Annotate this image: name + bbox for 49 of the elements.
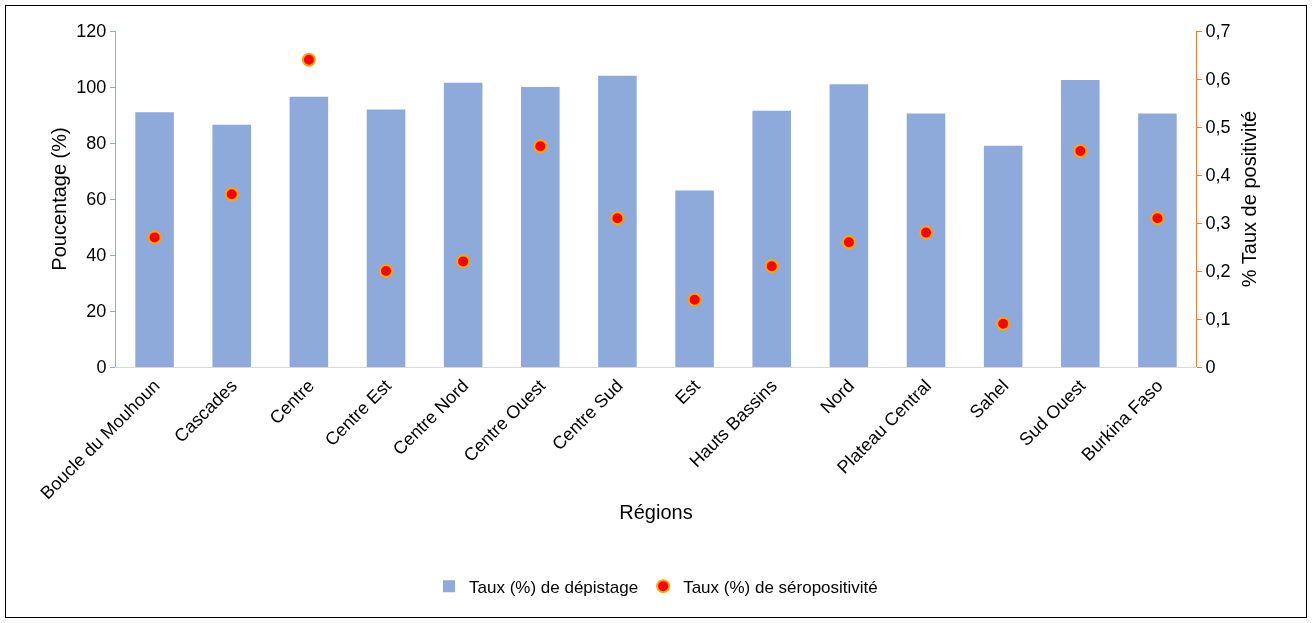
point [1073, 144, 1088, 158]
point [147, 230, 162, 245]
y-tick-label: 80 [86, 133, 107, 154]
y2-tick-label: 0,5 [1205, 117, 1231, 138]
bar [1061, 80, 1100, 367]
y-tick-label: 20 [86, 301, 107, 322]
y2-tick-label: 0,1 [1205, 309, 1231, 330]
x-tick-label: Est [671, 375, 704, 409]
y2-tick-label: 0 [1205, 357, 1216, 378]
bar [829, 84, 869, 367]
bar [752, 110, 791, 367]
y2-tick-label: 0,6 [1205, 69, 1231, 90]
bar [598, 75, 637, 367]
y2-tick-label: 0,3 [1205, 213, 1231, 234]
point [379, 264, 393, 278]
bar [212, 124, 251, 367]
point [533, 139, 548, 154]
x-axis-title: Régions [619, 500, 693, 523]
y-tick-label: 0 [96, 357, 107, 378]
legend-label: Taux (%) de séropositivité [683, 577, 878, 597]
bar [1138, 113, 1177, 367]
y-tick-label: 60 [86, 189, 107, 210]
legend-label: Taux (%) de dépistage [469, 577, 639, 597]
y2-axis-title: % Taux de positivité [1238, 110, 1260, 288]
bar [983, 145, 1023, 367]
point [456, 254, 471, 269]
y2-tick-label: 0,7 [1205, 21, 1231, 42]
y-tick-label: 40 [86, 245, 107, 266]
y-tick-label: 100 [76, 77, 107, 98]
bar [906, 113, 946, 367]
y2-tick-label: 0,4 [1205, 165, 1231, 186]
point [224, 187, 239, 202]
point [1150, 211, 1165, 226]
bar [443, 82, 483, 367]
bar [675, 190, 714, 367]
point [764, 259, 779, 274]
bar [289, 96, 329, 367]
point [610, 211, 625, 226]
point [687, 292, 702, 307]
y-tick-label: 120 [76, 21, 107, 42]
point [996, 316, 1011, 331]
point [301, 52, 316, 67]
bar [521, 87, 560, 367]
bar [366, 109, 406, 367]
y-axis-title: Poucentage (%) [48, 127, 70, 271]
point [841, 235, 856, 250]
y2-tick-label: 0,2 [1205, 261, 1231, 282]
point [919, 225, 933, 240]
bar [135, 112, 174, 367]
